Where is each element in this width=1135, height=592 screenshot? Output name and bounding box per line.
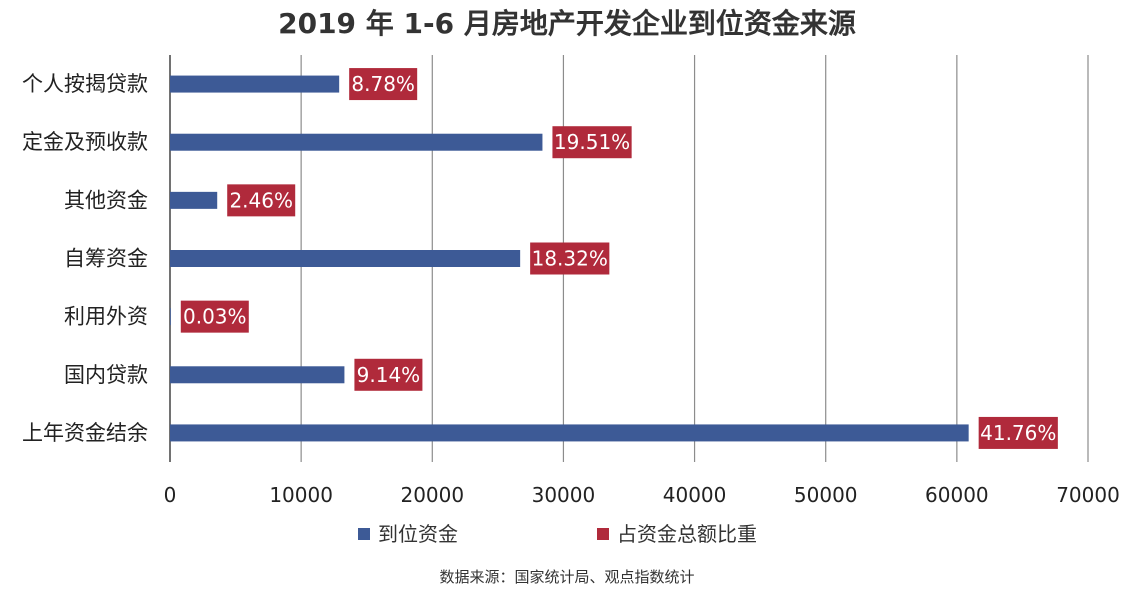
- gridlines: [169, 55, 1089, 462]
- data-label-box: [349, 68, 418, 101]
- data-label-box: [354, 358, 423, 391]
- x-tick-label: 0: [164, 483, 177, 507]
- data-label: 41.76%: [980, 421, 1056, 445]
- x-tick-label: 50000: [794, 483, 858, 507]
- legend-label: 占资金总额比重: [617, 522, 757, 546]
- category-label: 上年资金结余: [22, 421, 148, 445]
- bar: [170, 308, 171, 326]
- x-tick-labels: 0 10000 20000 30000 40000 50000 60000 70000: [164, 483, 1120, 507]
- chart-title: 2019 年 1-6 月房地产开发企业到位资金来源: [278, 7, 856, 40]
- data-label: 8.78%: [351, 72, 415, 96]
- data-label-box: [552, 126, 632, 159]
- data-label-box: [227, 184, 296, 217]
- legend: 到位资金 占资金总额比重: [358, 522, 757, 546]
- category-label: 其他资金: [64, 188, 148, 212]
- x-tick-label: 40000: [663, 483, 727, 507]
- x-tick-label: 70000: [1056, 483, 1120, 507]
- data-label-box: [530, 242, 610, 275]
- data-label: 2.46%: [229, 188, 293, 212]
- category-label: 利用外资: [64, 305, 148, 329]
- x-tick-label: 20000: [400, 483, 464, 507]
- data-labels: 8.78% 19.51% 2.46% 18.32% 0.03% 9.14% 41.76%: [180, 68, 1058, 449]
- x-tick-label: 60000: [925, 483, 989, 507]
- x-tick-label: 10000: [269, 483, 333, 507]
- data-label: 19.51%: [554, 130, 630, 154]
- bar: [170, 133, 543, 151]
- category-label: 定金及预收款: [22, 130, 148, 154]
- category-label: 自筹资金: [64, 247, 148, 271]
- data-label: 9.14%: [357, 363, 421, 387]
- category-label: 国内贷款: [64, 363, 148, 387]
- data-label-box: [180, 300, 249, 333]
- data-label-box: [978, 416, 1058, 449]
- data-label: 0.03%: [183, 305, 247, 329]
- bar: [170, 366, 345, 384]
- legend-label: 到位资金: [378, 522, 458, 546]
- bar: [170, 424, 969, 442]
- bars: [170, 75, 969, 442]
- bar: [170, 75, 340, 93]
- bar: [170, 250, 521, 267]
- category-label: 个人按揭贷款: [22, 72, 148, 96]
- legend-swatch: [358, 528, 370, 540]
- source-note: 数据来源：国家统计局、观点指数统计: [439, 568, 694, 586]
- data-label: 18.32%: [532, 247, 608, 271]
- legend-swatch: [597, 528, 609, 540]
- x-tick-label: 30000: [532, 483, 596, 507]
- bar: [170, 191, 218, 209]
